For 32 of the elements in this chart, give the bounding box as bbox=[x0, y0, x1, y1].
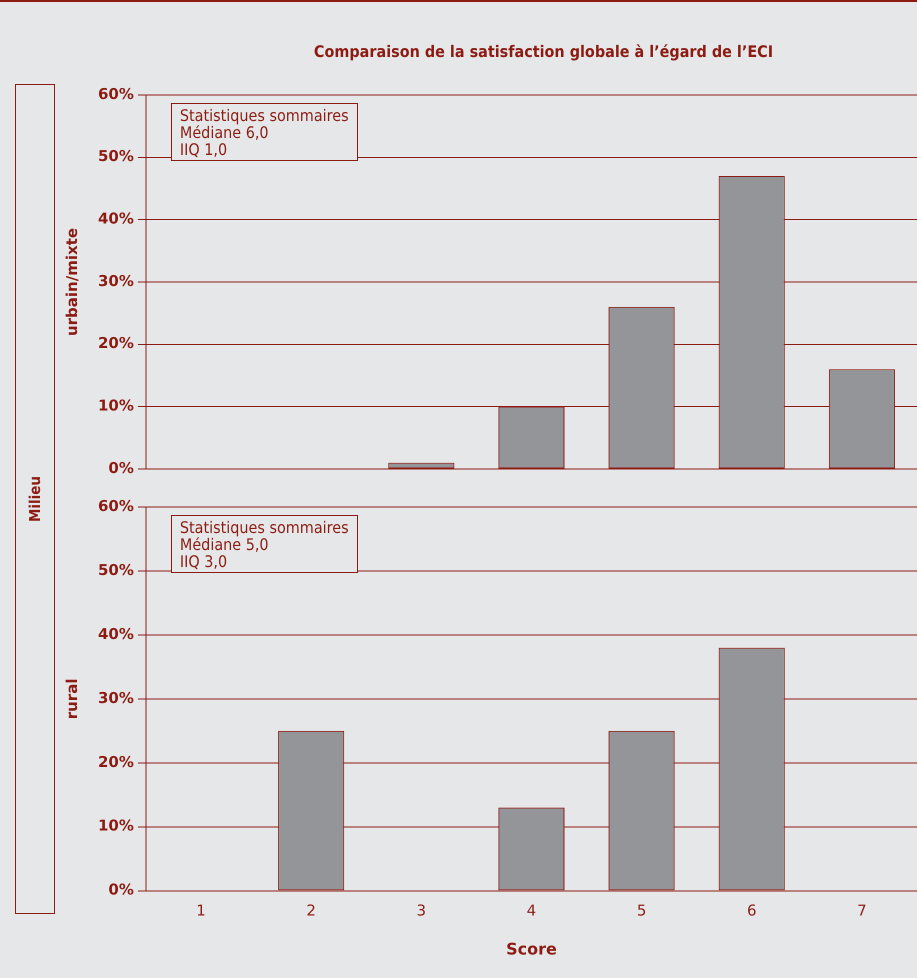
y-tick-label: 60% bbox=[98, 84, 134, 103]
y-tick-label: 50% bbox=[98, 147, 134, 166]
y-tick-label: 0% bbox=[108, 458, 134, 477]
annotation: Médiane 6,0 bbox=[180, 123, 270, 142]
annotation: Statistiques sommaires bbox=[180, 518, 349, 537]
x-tick-label: 7 bbox=[857, 902, 867, 920]
y-axis-title: urbain/mixte bbox=[62, 228, 81, 336]
annotation: IIQ 1,0 bbox=[180, 140, 228, 159]
x-tick-label: 5 bbox=[636, 902, 646, 920]
x-tick-label: 4 bbox=[526, 902, 536, 920]
y-tick-label: 20% bbox=[98, 334, 134, 352]
x-axis-title: Score bbox=[506, 940, 557, 959]
y-tick-label: 0% bbox=[108, 880, 134, 899]
x-tick-label: 1 bbox=[196, 902, 206, 920]
y-axis-title: rural bbox=[62, 678, 81, 720]
y-tick-label: 30% bbox=[98, 272, 134, 290]
annotation: Statistiques sommaires bbox=[180, 106, 349, 125]
y-tick-label: 30% bbox=[98, 688, 134, 707]
y-tick-label: 60% bbox=[98, 496, 134, 515]
text: Milieu bbox=[26, 476, 44, 522]
x-tick-label: 2 bbox=[306, 902, 316, 920]
y-tick-label: 10% bbox=[98, 816, 134, 835]
annotation: Médiane 5,0 bbox=[180, 535, 270, 554]
y-tick-label: 10% bbox=[98, 396, 134, 415]
y-tick-label: 40% bbox=[98, 210, 134, 228]
x-tick-label: 3 bbox=[416, 902, 426, 920]
y-tick-label: 40% bbox=[98, 624, 134, 643]
chart-title: Comparaison de la satisfaction globale à l’égard de l’ECI bbox=[312, 42, 774, 61]
annotation: IIQ 3,0 bbox=[180, 552, 228, 571]
y-tick-label: 20% bbox=[98, 752, 134, 771]
x-tick-label: 6 bbox=[746, 902, 757, 920]
y-tick-label: 50% bbox=[98, 560, 134, 579]
